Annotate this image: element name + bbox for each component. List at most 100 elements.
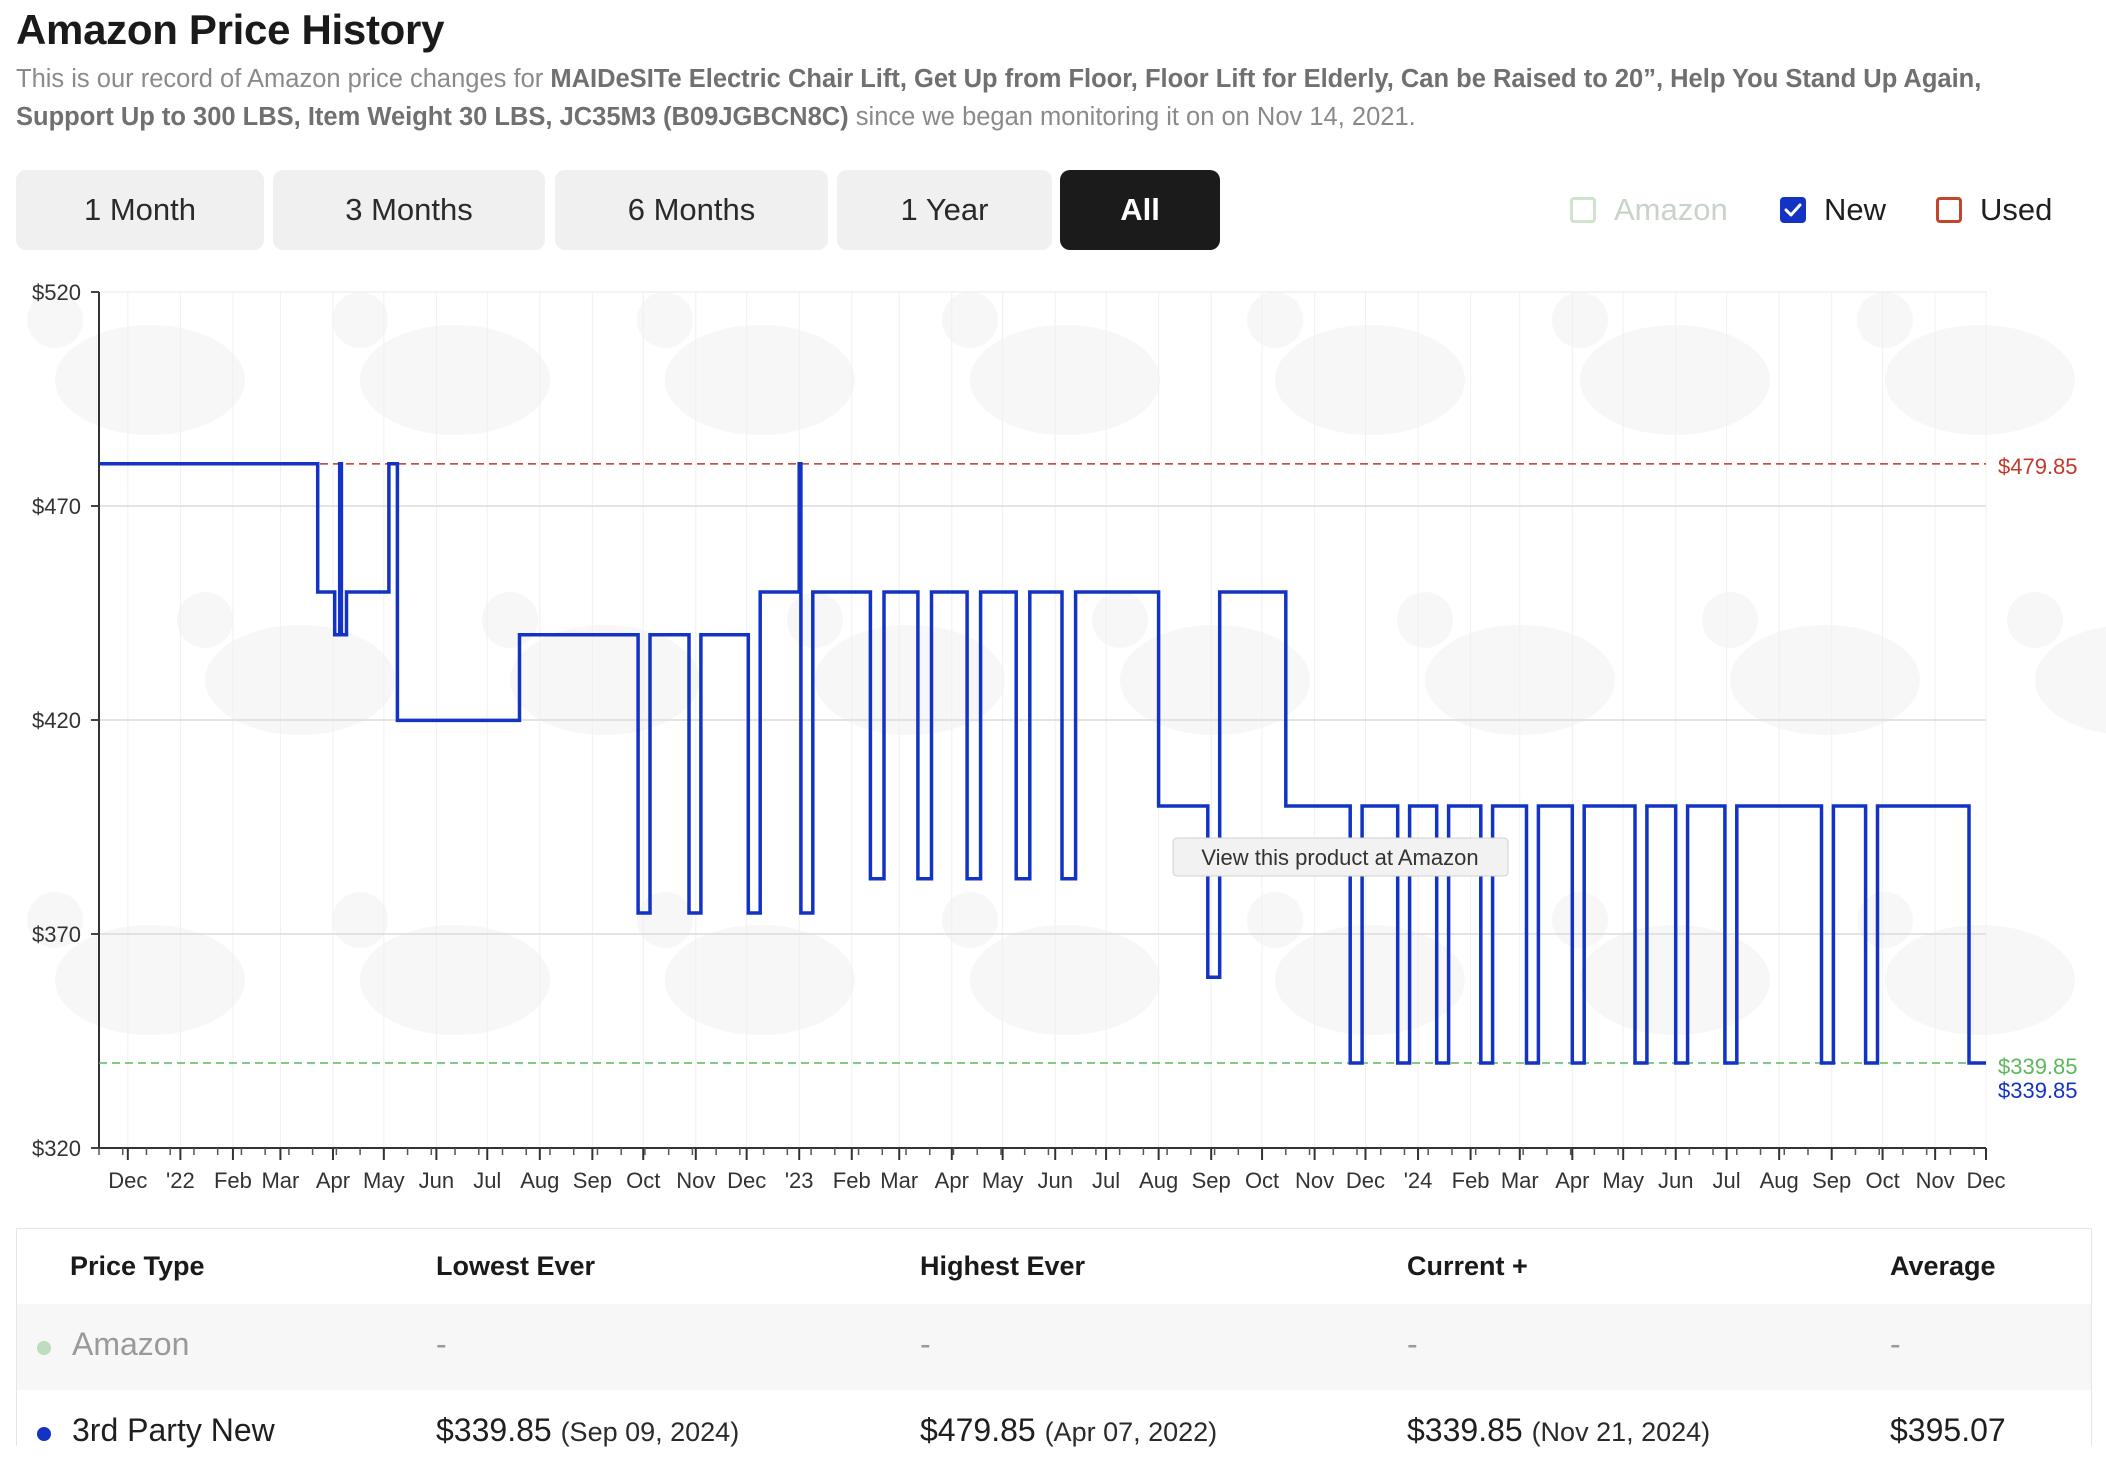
tab-all[interactable]: All — [1060, 170, 1220, 250]
watermark-shape — [1580, 325, 1770, 435]
new-dot-icon — [37, 1427, 51, 1441]
new-checkbox-checked-icon[interactable] — [1780, 197, 1806, 223]
watermark-shape — [1857, 292, 1913, 348]
watermark-shape — [332, 292, 388, 348]
highest-value: $479.85 — [920, 1412, 1036, 1448]
legend-used-label: Used — [1980, 192, 2053, 227]
highest-date: (Apr 07, 2022) — [1044, 1417, 1218, 1447]
used-checkbox-icon[interactable] — [1936, 197, 1962, 223]
tab-6-months[interactable]: 6 Months — [555, 170, 828, 250]
lowest-value: $339.85 — [436, 1412, 552, 1448]
x-tick-label: Aug — [1139, 1168, 1178, 1193]
x-tick-label: Feb — [833, 1168, 871, 1193]
watermark-shape — [482, 592, 538, 648]
watermark-shape — [942, 892, 998, 948]
tab-1-year[interactable]: 1 Year — [837, 170, 1052, 250]
x-tick-label: Aug — [1760, 1168, 1799, 1193]
watermark-shape — [1552, 892, 1608, 948]
watermark-shape — [637, 292, 693, 348]
watermark-shape — [1397, 592, 1453, 648]
row-highest: $479.85 (Apr 07, 2022) — [920, 1412, 1217, 1449]
tab-3-months[interactable]: 3 Months — [273, 170, 545, 250]
tooltip-box[interactable] — [1172, 837, 1509, 877]
x-tick-label: Apr — [935, 1168, 969, 1193]
watermark-shape — [27, 892, 83, 948]
watermark-shape — [942, 292, 998, 348]
watermark-shape — [1247, 292, 1303, 348]
row-current: $339.85 (Nov 21, 2024) — [1407, 1412, 1710, 1449]
y-tick-label: $370 — [32, 922, 81, 947]
header-average: Average — [1890, 1251, 1996, 1281]
watermark-shape — [787, 592, 843, 648]
x-tick-label: Nov — [676, 1168, 715, 1193]
checkmark-icon — [1784, 203, 1802, 217]
watermark-shape — [1702, 592, 1758, 648]
product-name: MAIDeSITe Electric Chair Lift, Get Up fr… — [16, 65, 1982, 131]
header-highest-ever: Highest Ever — [920, 1251, 1086, 1281]
legend-amazon-toggle[interactable]: Amazon — [1570, 188, 1728, 232]
amazon-checkbox-icon[interactable] — [1570, 197, 1596, 223]
y-tick-label: $320 — [32, 1136, 81, 1161]
table-header: Price Type Lowest Ever Highest Ever Curr… — [17, 1229, 2091, 1304]
row-highest: - — [920, 1326, 931, 1363]
watermark-shape — [815, 625, 1005, 735]
highest-value: - — [920, 1326, 931, 1362]
watermark-shape — [665, 325, 855, 435]
watermark-shape — [205, 625, 395, 735]
x-tick-label: Dec — [1346, 1168, 1385, 1193]
row-type-name: Amazon — [72, 1326, 190, 1362]
x-tick-label: Mar — [1501, 1168, 1539, 1193]
tab-1-month[interactable]: 1 Month — [16, 170, 264, 250]
x-tick-label: Dec — [1966, 1168, 2005, 1193]
watermark-shape — [2007, 592, 2063, 648]
watermark-shape — [360, 925, 550, 1035]
chart-series — [99, 462, 1986, 1065]
x-tick-label: Oct — [626, 1168, 660, 1193]
watermark-shape — [970, 325, 1160, 435]
description-prefix: This is our record of Amazon price chang… — [16, 65, 551, 93]
x-tick-label: May — [1602, 1168, 1644, 1193]
x-tick-label: Oct — [1245, 1168, 1279, 1193]
x-tick-label: May — [363, 1168, 405, 1193]
watermark-shape — [2035, 626, 2106, 734]
chart-tooltip[interactable]: View this product at Amazon — [1172, 837, 1509, 877]
watermark-shape — [332, 892, 388, 948]
x-tick-label: Oct — [1865, 1168, 1899, 1193]
amazon-dot-icon — [37, 1341, 51, 1355]
highest-price-label: $479.85 — [1998, 454, 2078, 479]
x-tick-label: Feb — [214, 1168, 252, 1193]
current-value: $339.85 — [1407, 1412, 1523, 1448]
watermark-shape — [177, 592, 233, 648]
watermark-shape — [510, 625, 700, 735]
watermark-shape — [360, 325, 550, 435]
lowest-value: - — [436, 1326, 447, 1362]
row-type-name: 3rd Party New — [72, 1412, 275, 1448]
watermark-shape — [55, 325, 245, 435]
lowest-price-label: $339.85 — [1998, 1054, 2078, 1079]
reference-lines: $479.85 $339.85$339.85 — [99, 454, 2078, 1103]
watermark-shape — [1885, 925, 2075, 1035]
x-tick-label: Jul — [1092, 1168, 1120, 1193]
legend-used-toggle[interactable]: Used — [1936, 188, 2052, 232]
lowest-date: (Sep 09, 2024) — [560, 1417, 740, 1447]
x-tick-label: '23 — [785, 1168, 814, 1193]
tooltip-text[interactable]: View this product at Amazon — [1201, 845, 1478, 870]
description-suffix: since we began monitoring it on on Nov 1… — [848, 103, 1416, 131]
x-tick-label: Nov — [1295, 1168, 1334, 1193]
header-current: Current + — [1407, 1251, 1528, 1281]
current-date: (Nov 21, 2024) — [1531, 1417, 1711, 1447]
x-tick-label: '24 — [1404, 1168, 1433, 1193]
x-tick-label: Sep — [1192, 1168, 1231, 1193]
x-tick-label: Jun — [419, 1168, 454, 1193]
watermark-shape — [55, 925, 245, 1035]
legend-amazon-label: Amazon — [1614, 192, 1728, 227]
page-title: Amazon Price History — [16, 6, 445, 53]
legend-new-label: New — [1824, 192, 1887, 227]
chart-grid — [98, 291, 1987, 1149]
series-line-new — [99, 462, 1986, 1065]
watermark-layer — [27, 292, 2106, 1035]
watermark-shape — [1552, 292, 1608, 348]
price-history-chart[interactable]: $320 $370 $420 $470 $520 Dec '22 Feb Mar Apr May Ju… — [0, 270, 2106, 1200]
header-lowest-ever: Lowest Ever — [436, 1251, 596, 1281]
legend-new-toggle[interactable]: New — [1780, 188, 1886, 232]
